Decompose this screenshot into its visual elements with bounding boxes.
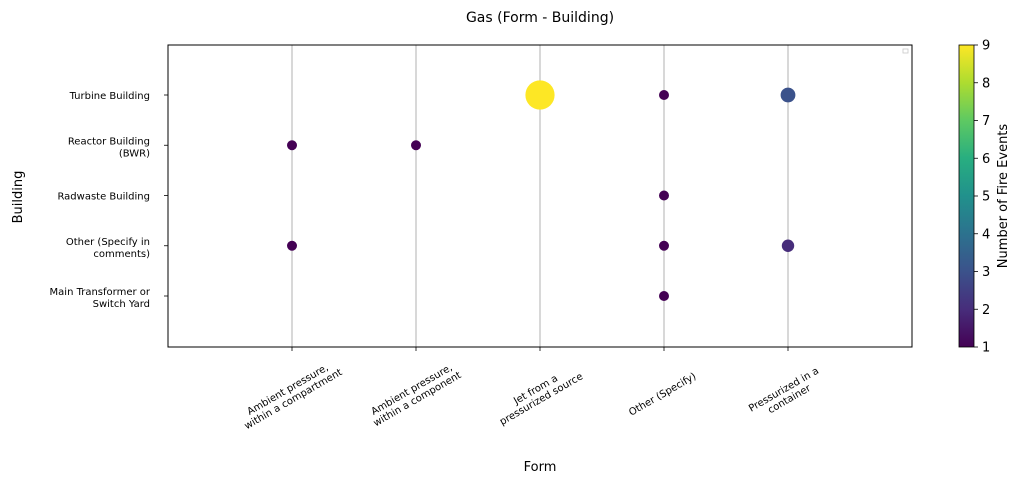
point-ambient-pressure-within-a-compartment-other-specify-in-comments	[287, 240, 297, 251]
y-tick-label-radwaste-building: Radwaste Building	[57, 192, 150, 203]
y-tick-label-other-specify-in-comments: Other (Specify in comments)	[66, 237, 150, 260]
point-other-specify-radwaste-building	[659, 190, 669, 201]
point-other-specify-other-specify-in-comments	[659, 240, 669, 251]
y-axis-label: Building	[11, 171, 26, 224]
point-pressurized-in-a-container-other-specify-in-comments	[781, 239, 795, 252]
point-ambient-pressure-within-a-compartment-reactor-building-bwr	[287, 140, 297, 151]
y-tick-label-turbine-building: Turbine Building	[69, 91, 150, 102]
point-ambient-pressure-within-a-component-reactor-building-bwr	[411, 140, 421, 151]
colorbar-gradient	[958, 44, 975, 348]
colorbar-ticks: 1 2 3 4 5 6 7 8 9	[974, 39, 990, 356]
x-axis-ticks: Ambient pressure,within a compartment Amb…	[237, 347, 826, 433]
point-other-specify-main-transformer-or-switch-yard	[659, 291, 669, 301]
x-tick-label-other-specify: Other (Specify)	[627, 371, 698, 418]
colorbar-tick-label: 1	[982, 341, 990, 356]
x-axis-label: Form	[524, 460, 557, 475]
colorbar-tick-label: 2	[982, 303, 990, 318]
chart-title: Gas (Form - Building)	[466, 10, 614, 26]
point-jet-from-a-pressurized-source-turbine-building	[525, 80, 555, 110]
legend-box	[902, 48, 909, 54]
points	[287, 80, 796, 301]
y-tick-label-reactor-building-bwr: Reactor Building (BWR)	[68, 136, 150, 159]
y-axis-ticks: Main Transformer or Switch Yard Other (Spe…	[50, 91, 168, 310]
y-tick-label-main-transformer-or-switch-yard: Main Transformer or Switch Yard	[50, 287, 151, 310]
x-tick-label-ambient-pressure-within-a-component: Ambient pressure,within a component	[366, 360, 463, 429]
x-tick-label-ambient-pressure-within-a-compartment: Ambient pressure,within a compartment	[237, 358, 344, 433]
colorbar-tick-label: 5	[982, 190, 990, 205]
point-other-specify-turbine-building	[659, 90, 669, 100]
x-tick-label-jet-from-a-pressurized-source: Jet from apressurized source	[492, 362, 585, 428]
colorbar-tick-label: 4	[982, 227, 990, 242]
colorbar: 1 2 3 4 5 6 7 8 9 Number of Fire Events	[958, 39, 1011, 356]
colorbar-tick-label: 6	[982, 152, 990, 167]
colorbar-tick-label: 9	[982, 39, 990, 54]
colorbar-tick-label: 8	[982, 76, 990, 91]
x-tick-label-pressurized-in-a-container: Pressurized in acontainer	[747, 366, 826, 425]
point-pressurized-in-a-container-turbine-building	[780, 87, 796, 103]
colorbar-tick-label: 3	[982, 265, 990, 280]
colorbar-tick-label: 7	[982, 114, 990, 129]
colorbar-label: Number of Fire Events	[996, 124, 1011, 269]
